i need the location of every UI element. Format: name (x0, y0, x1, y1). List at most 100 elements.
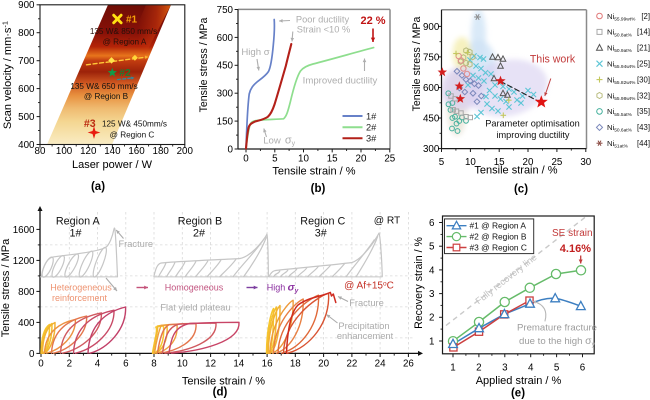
svg-text:High σ: High σ (241, 47, 269, 58)
svg-text:6: 6 (123, 358, 129, 369)
svg-text:Ni55.98wt%: Ni55.98wt% (607, 91, 636, 102)
svg-text:This work: This work (530, 54, 576, 66)
svg-text:1#: 1# (366, 111, 377, 121)
svg-text:2: 2 (67, 358, 72, 369)
svg-text:Tensile stress / MPa: Tensile stress / MPa (411, 17, 423, 112)
svg-text:@ Region C: @ Region C (110, 130, 155, 139)
svg-text:#2: #2 (119, 68, 131, 79)
svg-text:3: 3 (502, 363, 508, 374)
svg-text:2: 2 (476, 363, 481, 374)
svg-text:@ RT: @ RT (374, 216, 401, 227)
svg-text:@ Af+15oC: @ Af+15oC (344, 281, 394, 292)
svg-text:450: 450 (217, 61, 234, 72)
svg-text:24: 24 (375, 358, 386, 369)
svg-text:Recovery strain / %: Recovery strain / % (413, 236, 425, 328)
svg-text:[21]: [21] (637, 44, 650, 53)
svg-text:3: 3 (429, 289, 435, 300)
svg-text:10: 10 (465, 157, 476, 168)
svg-text:SE strain: SE strain (552, 228, 593, 239)
svg-text:Applied strain / %: Applied strain / % (476, 375, 562, 387)
svg-text:due to the high σy: due to the high σy (519, 336, 596, 348)
svg-text:Tensile strain / %: Tensile strain / % (272, 166, 355, 178)
svg-text:Fracture: Fracture (349, 298, 384, 308)
svg-text:Region B: Region B (178, 216, 222, 228)
svg-text:(a): (a) (91, 181, 105, 193)
svg-text:Premature fracture: Premature fracture (517, 322, 597, 333)
svg-text:750: 750 (423, 52, 440, 63)
svg-text:80: 80 (35, 146, 46, 157)
svg-text:900: 900 (18, 0, 35, 11)
svg-text:6: 6 (429, 218, 435, 229)
svg-text:16: 16 (262, 358, 273, 369)
svg-text:Ni55.5at%: Ni55.5at% (607, 107, 633, 118)
svg-text:30: 30 (580, 157, 591, 168)
svg-text:3#: 3# (315, 227, 327, 239)
svg-text:100: 100 (56, 146, 73, 157)
svg-text:600: 600 (423, 83, 440, 94)
svg-text:0: 0 (38, 358, 44, 369)
svg-text:2: 2 (429, 313, 434, 324)
svg-text:600: 600 (18, 84, 35, 95)
svg-text:0: 0 (228, 144, 234, 155)
svg-text:Ni50.8at%: Ni50.8at% (607, 28, 633, 39)
svg-text:Fracture: Fracture (118, 239, 153, 249)
svg-text:800: 800 (18, 287, 35, 298)
svg-text:20: 20 (356, 154, 367, 165)
svg-text:σy: σy (285, 134, 296, 147)
svg-text:Ni50.9at%: Ni50.9at% (607, 44, 633, 55)
svg-text:1: 1 (450, 363, 455, 374)
svg-text:Parameter optimisation: Parameter optimisation (485, 119, 579, 129)
svg-text:400: 400 (18, 318, 35, 329)
svg-text:#3 @ Region C: #3 @ Region C (470, 243, 527, 253)
svg-text:Tensile stress / MPa: Tensile stress / MPa (198, 18, 210, 113)
svg-text:[2]: [2] (641, 12, 650, 21)
svg-text:Low: Low (263, 135, 281, 146)
svg-text:8: 8 (151, 358, 157, 369)
svg-text:[25]: [25] (637, 60, 650, 69)
svg-text:180: 180 (153, 146, 170, 157)
svg-text:5: 5 (429, 242, 435, 253)
svg-text:@ Region A: @ Region A (103, 37, 147, 46)
svg-text:25: 25 (384, 154, 395, 165)
svg-text:(d): (d) (213, 387, 228, 399)
svg-text:[44]: [44] (637, 139, 650, 148)
svg-text:1#: 1# (69, 227, 81, 239)
svg-text:12: 12 (205, 358, 216, 369)
svg-text:18: 18 (290, 358, 301, 369)
svg-text:[43]: [43] (637, 123, 650, 132)
svg-text:1200: 1200 (13, 256, 35, 267)
svg-text:Ni55.94wt%: Ni55.94wt% (607, 60, 636, 71)
svg-text:Poor ductility: Poor ductility (296, 14, 350, 24)
svg-text:20: 20 (318, 358, 329, 369)
svg-text:22: 22 (346, 358, 357, 369)
svg-text:600: 600 (217, 33, 234, 44)
svg-text:300: 300 (423, 144, 440, 155)
svg-text:135 W& 850 mm/s: 135 W& 850 mm/s (90, 27, 157, 36)
svg-text:6: 6 (580, 363, 586, 374)
svg-text:500: 500 (18, 112, 35, 123)
svg-text:#2 @ Region B: #2 @ Region B (470, 232, 527, 242)
svg-text:10: 10 (298, 154, 309, 165)
svg-text:125 W& 450mm/s: 125 W& 450mm/s (102, 119, 167, 128)
svg-text:25: 25 (551, 157, 562, 168)
svg-text:Ni55.82wt%: Ni55.82wt% (607, 75, 636, 86)
svg-text:Tensile strain / %: Tensile strain / % (182, 376, 265, 388)
svg-text:Flat yield plateau: Flat yield plateau (160, 303, 230, 313)
svg-text:Tensile stress / MPa: Tensile stress / MPa (0, 238, 12, 337)
svg-text:(c): (c) (514, 184, 528, 196)
svg-text:4: 4 (528, 363, 534, 374)
svg-text:Homogeneous: Homogeneous (165, 283, 224, 293)
svg-text:[35]: [35] (637, 107, 650, 116)
svg-text:160: 160 (128, 146, 145, 157)
svg-text:@ Region B: @ Region B (84, 92, 129, 101)
svg-text:140: 140 (104, 146, 121, 157)
svg-text:300: 300 (217, 89, 234, 100)
svg-text:750: 750 (217, 5, 234, 16)
svg-text:Scan velocity / mm·s-1: Scan velocity / mm·s-1 (1, 21, 15, 129)
svg-text:Tensile strain / %: Tensile strain / % (474, 165, 557, 177)
svg-text:Precipitation: Precipitation (338, 321, 389, 331)
svg-text:reinforcement: reinforcement (52, 293, 108, 303)
svg-text:[30]: [30] (637, 75, 650, 84)
svg-text:135 W& 650 mm/s: 135 W& 650 mm/s (70, 82, 137, 91)
svg-text:26: 26 (403, 358, 414, 369)
